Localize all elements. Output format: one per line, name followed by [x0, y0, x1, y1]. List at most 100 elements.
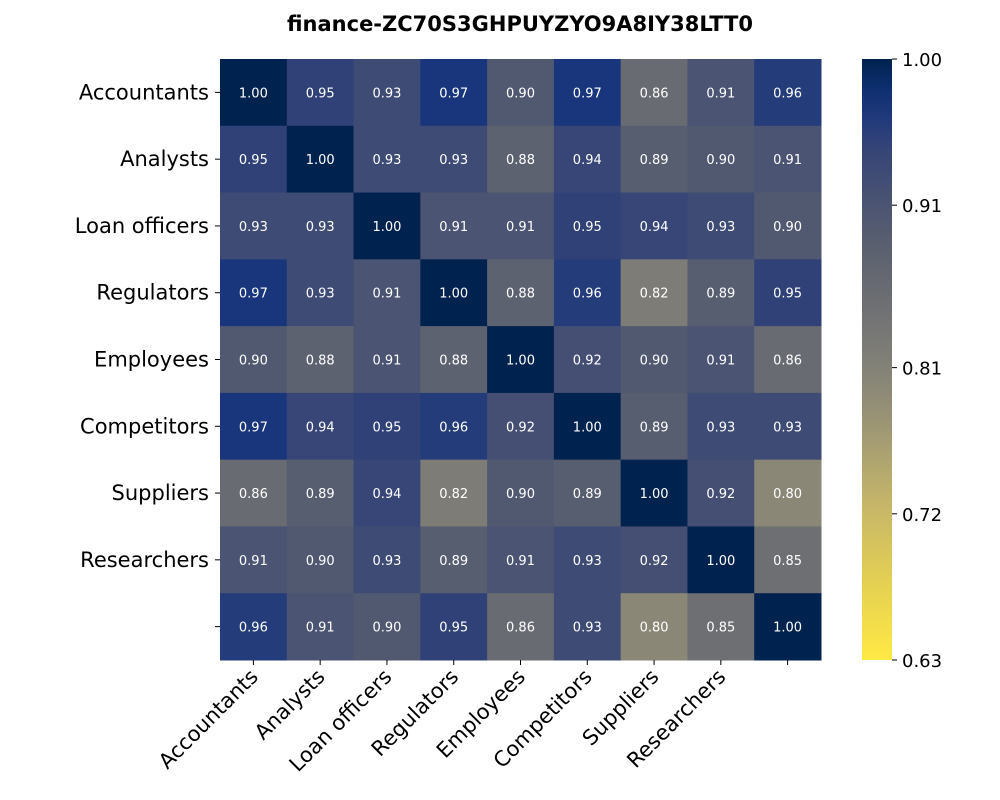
cell-value-label: 1.00: [506, 354, 535, 369]
cell-value-label: 0.91: [506, 554, 535, 569]
cell-value-label: 1.00: [573, 420, 602, 435]
heatmap-cell: [487, 459, 555, 527]
cell-value-label: 0.91: [372, 287, 401, 302]
cell-value-label: 0.93: [706, 220, 735, 235]
heatmap-cell: [487, 593, 555, 661]
column-label: Accountants: [154, 665, 263, 774]
cell-value-label: 1.00: [773, 621, 802, 636]
heatmap-cell: [487, 392, 555, 461]
cell-value-label: 0.91: [773, 153, 802, 168]
colorbar-tick-label: 0.72: [902, 505, 942, 526]
heatmap-cell: [687, 593, 755, 661]
cell-value-label: 0.91: [706, 354, 735, 369]
heatmap-cell: [220, 326, 288, 394]
cell-value-label: 0.91: [506, 220, 535, 235]
row-label: Analysts: [120, 147, 209, 171]
heatmap-cell: [420, 593, 488, 661]
colorbar-tick-label: 0.81: [902, 359, 942, 380]
cell-value-label: 0.97: [573, 86, 602, 101]
heatmap-cell: [754, 459, 822, 527]
heatmap-cell: [286, 192, 355, 260]
heatmap-cell: [487, 526, 555, 594]
cell-value-label: 0.93: [773, 420, 802, 435]
heatmap-cell: [620, 459, 688, 527]
heatmap-cell: [620, 125, 688, 194]
heatmap-cell: [420, 125, 488, 194]
cell-value-label: 0.88: [439, 354, 468, 369]
heatmap-cell: [286, 59, 355, 127]
heatmap-cell: [353, 59, 421, 127]
cell-value-label: 0.90: [773, 220, 802, 235]
row-label: Employees: [94, 348, 209, 372]
heatmap-cell: [420, 59, 488, 127]
heatmap-cell: [220, 593, 288, 661]
heatmap-cell: [487, 326, 555, 394]
heatmap-cell: [553, 326, 622, 394]
heatmap-cell: [620, 593, 688, 661]
cell-value-label: 0.95: [573, 220, 602, 235]
heatmap-cell: [286, 259, 355, 327]
cell-value-label: 0.97: [239, 287, 268, 302]
heatmap-cell: [220, 192, 288, 260]
cell-value-label: 0.90: [239, 354, 268, 369]
cell-value-label: 0.90: [640, 354, 669, 369]
cell-value-label: 0.93: [573, 621, 602, 636]
heatmap-cell: [687, 259, 755, 327]
colorbar-tick-label: 0.63: [902, 651, 942, 672]
heatmap-cell: [754, 192, 822, 260]
cell-value-label: 0.95: [239, 153, 268, 168]
cell-value-label: 0.85: [773, 554, 802, 569]
cell-value-label: 0.93: [306, 287, 335, 302]
cell-value-label: 0.90: [506, 86, 535, 101]
cell-value-label: 0.96: [773, 86, 802, 101]
cell-value-label: 0.86: [773, 354, 802, 369]
heatmap-cell: [553, 526, 622, 594]
heatmap-cell: [687, 59, 755, 127]
cell-value-label: 0.80: [773, 487, 802, 502]
heatmap-cell: [220, 59, 288, 127]
heatmap-cells: 1.00 0.95 0.93 0.97 0.90 0.97 0.86 0.91 0.96 0.95…: [220, 59, 822, 661]
heatmap-cell: [620, 526, 688, 594]
heatmap-cell: [353, 259, 421, 327]
heatmap-cell: [754, 526, 822, 594]
heatmap-cell: [353, 459, 421, 527]
heatmap-cell: [420, 459, 488, 527]
cell-value-label: 0.88: [506, 287, 535, 302]
cell-value-label: 0.93: [306, 220, 335, 235]
cell-value-label: 0.91: [439, 220, 468, 235]
cell-value-label: 1.00: [439, 287, 468, 302]
row-labels: Accountants Analysts Loan officers Regulato…: [75, 80, 220, 628]
heatmap-cell: [487, 259, 555, 327]
cell-value-label: 0.86: [239, 487, 268, 502]
heatmap-cell: [620, 259, 688, 327]
heatmap-cell: [754, 59, 822, 127]
heatmap-cell: [420, 192, 488, 260]
cell-value-label: 0.92: [506, 420, 535, 435]
heatmap-cell: [487, 59, 555, 127]
heatmap-cell: [286, 593, 355, 661]
cell-value-label: 0.93: [439, 153, 468, 168]
heatmap-cell: [353, 392, 421, 461]
heatmap-cell: [553, 59, 622, 127]
cell-value-label: 1.00: [640, 487, 669, 502]
heatmap-cell: [553, 259, 622, 327]
cell-value-label: 0.93: [372, 86, 401, 101]
heatmap-cell: [220, 125, 288, 194]
heatmap-cell: [353, 326, 421, 394]
cell-value-label: 0.93: [372, 153, 401, 168]
cell-value-label: 0.88: [306, 354, 335, 369]
cell-value-label: 0.89: [706, 287, 735, 302]
heatmap-cell: [487, 125, 555, 194]
cell-value-label: 0.94: [640, 220, 669, 235]
cell-value-label: 0.89: [306, 487, 335, 502]
cell-value-label: 1.00: [372, 220, 401, 235]
heatmap-cell: [620, 326, 688, 394]
row-label: Researchers: [80, 548, 209, 572]
heatmap-cell: [687, 125, 755, 194]
cell-value-label: 0.88: [506, 153, 535, 168]
row-label: Competitors: [80, 414, 209, 438]
heatmap-cell: [754, 593, 822, 661]
heatmap-cell: [286, 526, 355, 594]
